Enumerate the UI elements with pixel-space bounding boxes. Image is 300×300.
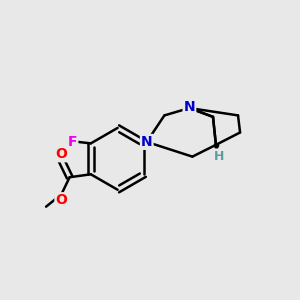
Text: H: H <box>214 149 225 163</box>
Text: O: O <box>56 147 67 161</box>
Text: N: N <box>141 135 153 149</box>
Text: F: F <box>68 135 77 149</box>
Text: N: N <box>184 100 195 114</box>
Text: O: O <box>56 193 67 207</box>
